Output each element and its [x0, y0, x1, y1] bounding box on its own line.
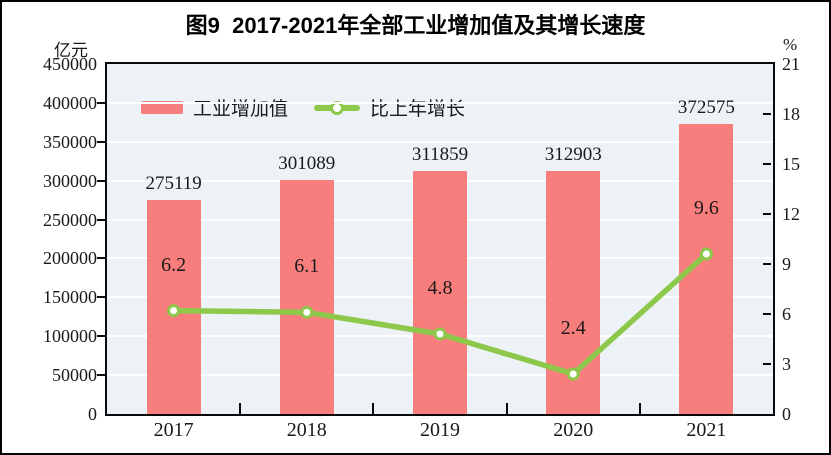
- y-axis-tick-left: [97, 140, 105, 143]
- y-axis-tick-right: [763, 163, 771, 165]
- gridline: [107, 101, 773, 104]
- line-marker: [566, 367, 580, 381]
- bar-series-swatch-icon: [141, 101, 183, 114]
- x-tick-label: 2021: [686, 419, 727, 441]
- growth-value-label: 4.8: [427, 277, 453, 299]
- y-tick-label-left: 250000: [43, 209, 97, 230]
- y-axis-tick-left: [97, 179, 105, 182]
- growth-value-label: 9.6: [693, 197, 719, 219]
- x-tick-label: 2018: [286, 419, 327, 441]
- line-series-label: 比上年增长: [370, 99, 466, 120]
- left-axis-unit: 亿元: [54, 41, 88, 60]
- y-axis-tick-right: [763, 113, 771, 115]
- gridline: [107, 140, 773, 143]
- growth-value-label: 2.4: [560, 317, 586, 339]
- legend: 工业增加值 比上年增长: [141, 94, 465, 121]
- y-tick-label-right: 9: [782, 254, 791, 274]
- x-axis-tick: [372, 403, 375, 414]
- y-axis-tick-right: [763, 313, 771, 315]
- bar-value-label: 311859: [411, 144, 469, 166]
- y-tick-label-right: 15: [782, 154, 800, 174]
- line-marker: [167, 304, 181, 318]
- x-tick-label: 2019: [420, 419, 460, 441]
- chart-title: 图9 2017-2021年全部工业增加值及其增长速度: [185, 13, 646, 38]
- y-axis-tick-right: [763, 363, 771, 365]
- y-tick-label-left: 0: [88, 404, 97, 424]
- growth-line-chart: [167, 247, 713, 381]
- bar-2018: [279, 179, 334, 414]
- x-axis-tick: [638, 403, 641, 414]
- line-marker: [699, 247, 713, 261]
- y-tick-label-left: 150000: [43, 287, 97, 308]
- y-axis-tick-left: [97, 257, 105, 260]
- y-tick-label-left: 450000: [43, 54, 97, 74]
- y-axis-tick-left: [97, 374, 105, 377]
- x-axis-tick: [239, 403, 242, 414]
- y-tick-label-left: 350000: [43, 131, 97, 152]
- x-tick-label: 2017: [153, 419, 194, 441]
- y-axis-tick-left: [97, 335, 105, 338]
- right-axis-unit: %: [783, 35, 798, 54]
- line-marker: [300, 305, 314, 319]
- y-tick-label-left: 100000: [43, 326, 97, 347]
- x-tick-label: 2020: [553, 419, 594, 441]
- legend-item-line-series: 比上年增长: [314, 94, 465, 121]
- x-axis-tick: [505, 403, 508, 414]
- bar-series-label: 工业增加值: [193, 99, 289, 120]
- y-tick-label-left: 50000: [52, 365, 97, 386]
- y-tick-label-right: 6: [782, 304, 791, 324]
- y-axis-tick-right: [763, 263, 771, 265]
- y-tick-label-right: 18: [782, 104, 800, 124]
- y-axis-tick-left: [97, 218, 105, 221]
- y-tick-label-right: 12: [782, 204, 800, 224]
- growth-line: [170, 251, 710, 377]
- line-marker: [433, 327, 447, 341]
- y-tick-label-right: 21: [782, 54, 800, 74]
- bar-value-label: 301089: [278, 152, 336, 174]
- y-tick-label-left: 200000: [43, 248, 97, 269]
- y-tick-label-right: 3: [782, 354, 791, 374]
- bar-2019: [413, 171, 467, 414]
- y-tick-label-right: 0: [782, 404, 791, 424]
- y-tick-label-left: 400000: [43, 92, 97, 113]
- growth-value-label: 6.2: [161, 253, 187, 276]
- bar-value-label: 275119: [145, 173, 202, 195]
- plot-area: 工业增加值 比上年增长 275119 301089 311859 312903 3725…: [105, 62, 775, 416]
- growth-value-label: 6.1: [294, 255, 320, 278]
- y-axis-tick-left: [97, 296, 105, 299]
- y-axis-tick-right: [763, 213, 771, 215]
- y-tick-label-left: 300000: [43, 170, 97, 191]
- y-axis-tick-left: [97, 101, 105, 104]
- bar-value-label: 312903: [544, 143, 602, 165]
- legend-item-bar-series: 工业增加值: [141, 94, 288, 121]
- bar-value-label: 372575: [677, 97, 735, 119]
